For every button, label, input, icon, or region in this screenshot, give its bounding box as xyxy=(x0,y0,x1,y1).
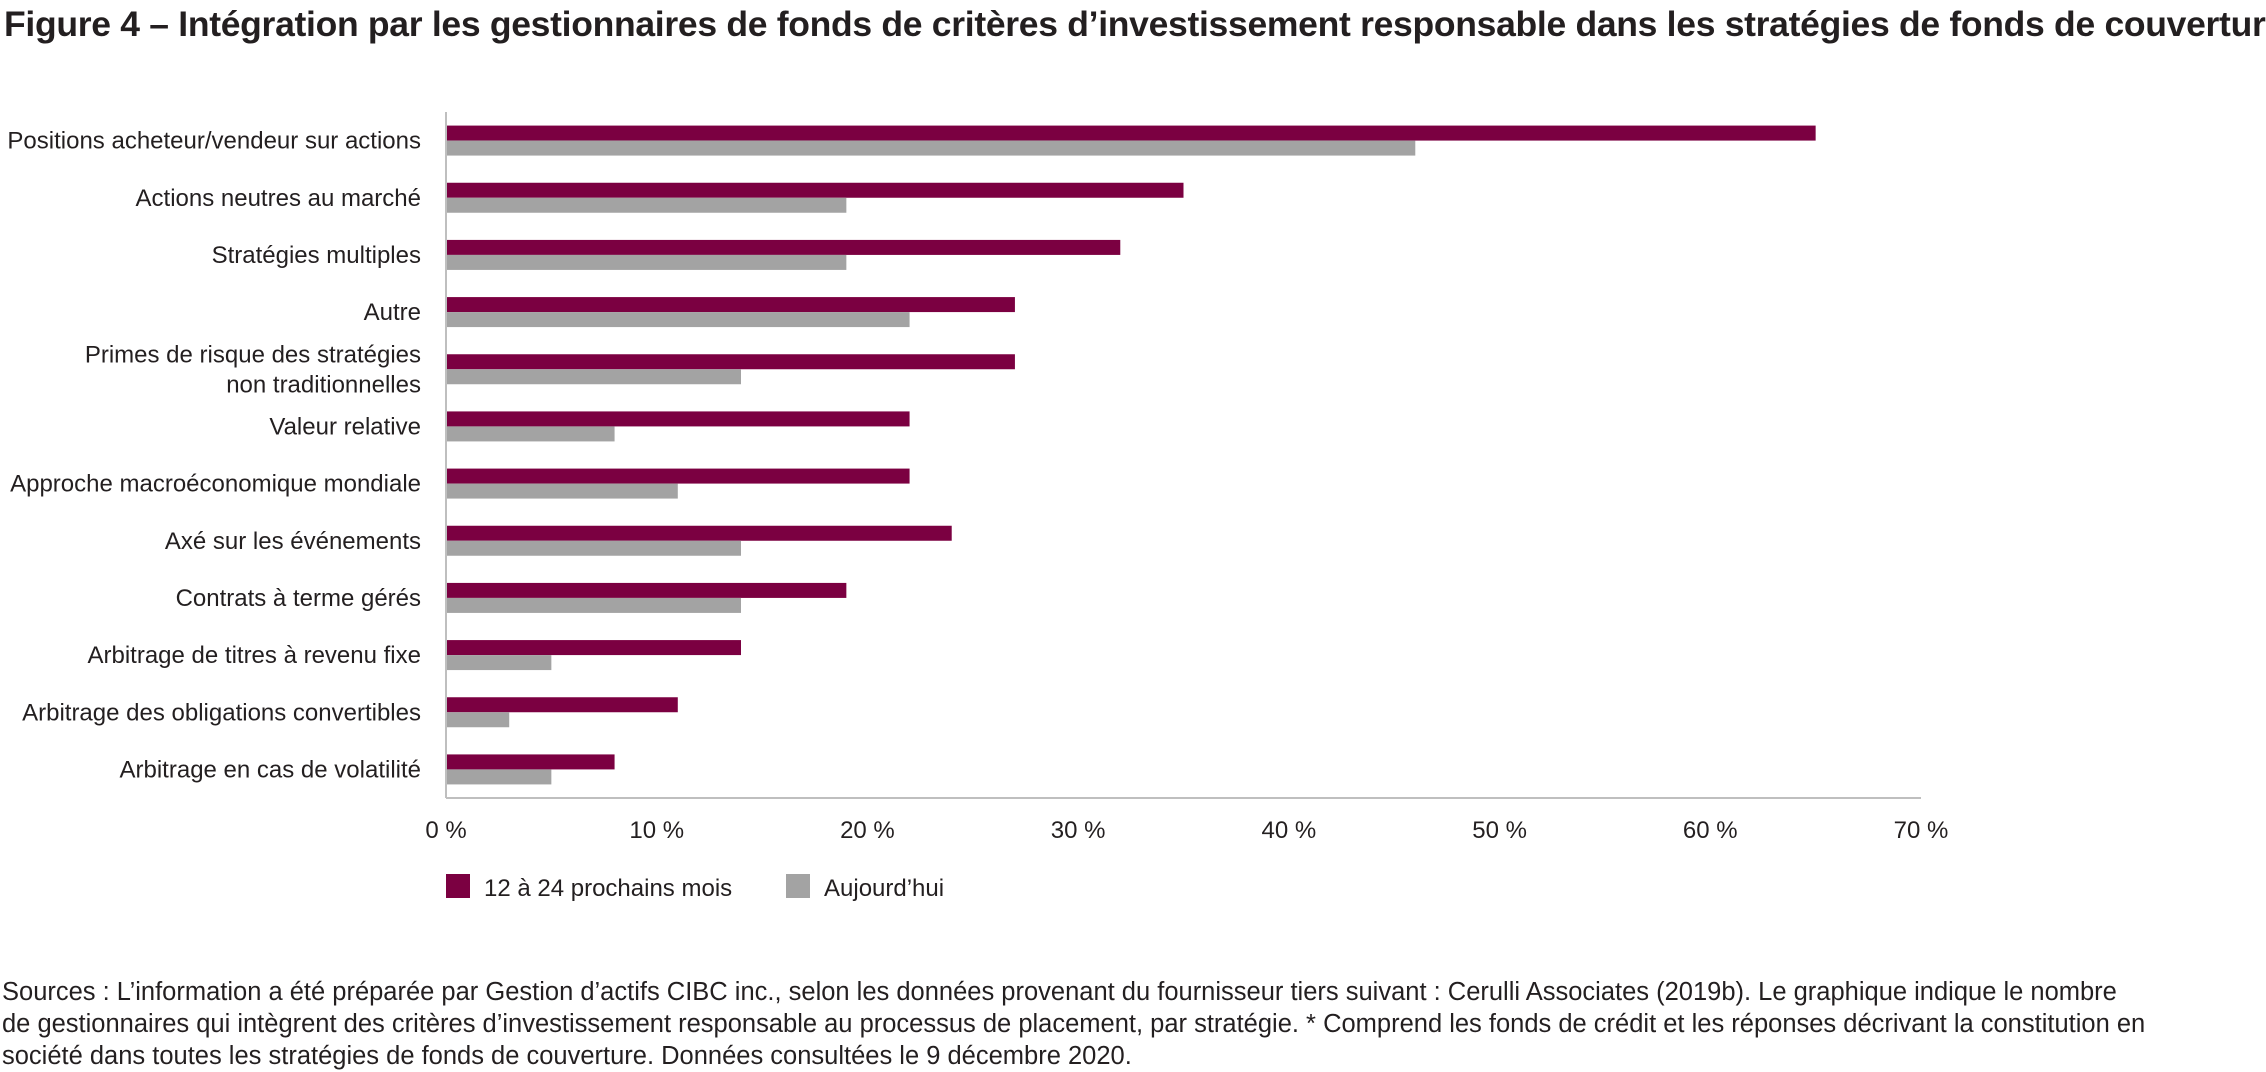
bar-future-4 xyxy=(446,354,1015,370)
x-tick-label-5: 50 % xyxy=(1472,817,1527,844)
legend-swatch-1 xyxy=(786,874,810,898)
bar-future-0 xyxy=(446,125,1816,141)
bar-future-10 xyxy=(446,697,678,713)
bar-today-8 xyxy=(446,597,741,613)
x-tick-label-0: 0 % xyxy=(425,817,466,844)
x-tick-label-7: 70 % xyxy=(1894,817,1949,844)
axes xyxy=(445,112,1921,799)
bar-future-8 xyxy=(446,582,847,598)
x-tick-label-4: 40 % xyxy=(1262,817,1317,844)
bar-today-3 xyxy=(446,312,910,328)
legend-swatch-0 xyxy=(446,874,470,898)
category-label-10: Arbitrage des obligations convertibles xyxy=(22,699,421,726)
x-tick-label-2: 20 % xyxy=(840,817,895,844)
category-label-5: Valeur relative xyxy=(269,413,421,440)
bar-future-3 xyxy=(446,297,1015,313)
category-label-3: Autre xyxy=(364,299,421,326)
category-label-6: Approche macroéconomique mondiale xyxy=(10,471,421,498)
sources-note: Sources : L’information a été préparée p… xyxy=(2,978,2146,1070)
bars xyxy=(446,125,1816,785)
bar-today-11 xyxy=(446,769,552,785)
category-label-1: Actions neutres au marché xyxy=(136,185,421,212)
legend-label-1: Aujourd’hui xyxy=(824,875,944,902)
category-label-8: Contrats à terme gérés xyxy=(176,585,421,612)
bar-future-6 xyxy=(446,468,910,484)
bar-today-2 xyxy=(446,254,847,270)
x-tick-label-6: 60 % xyxy=(1683,817,1738,844)
category-label-11: Arbitrage en cas de volatilité xyxy=(120,756,422,783)
bar-today-1 xyxy=(446,197,847,213)
legend: 12 à 24 prochains mois Aujourd’hui xyxy=(446,874,944,902)
bar-today-9 xyxy=(446,655,552,671)
bar-today-10 xyxy=(446,712,510,728)
bar-future-11 xyxy=(446,754,615,770)
category-label-9: Arbitrage de titres à revenu fixe xyxy=(87,642,421,669)
category-label-7: Axé sur les événements xyxy=(165,528,421,555)
x-tick-label-3: 30 % xyxy=(1051,817,1106,844)
category-labels: Positions acheteur/vendeur sur actions Ac… xyxy=(7,128,421,784)
bar-today-0 xyxy=(446,140,1416,156)
bar-today-7 xyxy=(446,540,741,556)
bar-today-5 xyxy=(446,426,615,442)
legend-label-0: 12 à 24 prochains mois xyxy=(484,875,732,902)
bar-chart: Positions acheteur/vendeur sur actions Ac… xyxy=(7,112,1948,902)
bar-future-7 xyxy=(446,525,952,541)
bar-future-5 xyxy=(446,411,910,427)
bar-future-1 xyxy=(446,182,1184,198)
category-label-2: Stratégies multiples xyxy=(212,242,421,269)
bar-future-9 xyxy=(446,640,741,656)
bar-today-6 xyxy=(446,483,678,499)
x-tick-label-1: 10 % xyxy=(629,817,684,844)
x-tick-labels: 0 % 10 % 20 % 30 % 40 % 50 % 60 % 70 % xyxy=(425,817,1948,844)
chart-title: Figure 4 – Intégration par les gestionna… xyxy=(4,4,2266,44)
bar-today-4 xyxy=(446,369,741,385)
bar-future-2 xyxy=(446,239,1121,255)
category-label-4: Primes de risque des stratégies non tradi… xyxy=(85,341,421,398)
category-label-0: Positions acheteur/vendeur sur actions xyxy=(7,128,421,155)
